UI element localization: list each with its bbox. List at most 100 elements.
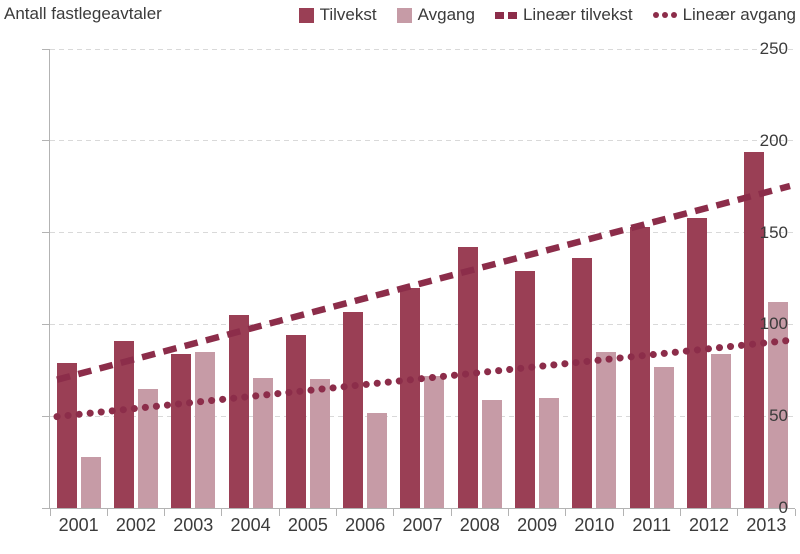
bar-avgang-2003 — [195, 351, 216, 508]
bar-tilvekst-2002 — [113, 340, 134, 508]
dashed-line-icon — [494, 11, 517, 19]
bar-tilvekst-2011 — [629, 227, 650, 508]
x-tick-3 — [221, 509, 223, 516]
bar-tilvekst-2008 — [457, 247, 478, 508]
gridline-200 — [50, 140, 795, 142]
bar-avgang-2009 — [539, 397, 560, 508]
x-axis-label-2006: 2006 — [345, 515, 386, 535]
legend-label-linear-tilvekst: Lineær tilvekst — [522, 5, 633, 24]
y-tick-150 — [42, 232, 49, 234]
legend-item-tilvekst: Tilvekst — [298, 5, 377, 25]
y-tick-0 — [42, 507, 49, 509]
x-axis-label-2007: 2007 — [402, 515, 443, 535]
bar-avgang-2007 — [424, 375, 445, 508]
legend-label-avgang: Avgang — [417, 5, 475, 24]
legend-label-linear-avgang: Lineær avgang — [682, 5, 796, 24]
bar-tilvekst-2012 — [687, 217, 708, 508]
x-tick-6 — [393, 509, 395, 516]
tilvekst-swatch-icon — [298, 7, 314, 23]
bar-tilvekst-2001 — [56, 362, 77, 508]
y-tick-200 — [42, 140, 49, 142]
bar-avgang-2010 — [596, 351, 617, 508]
bar-tilvekst-2013 — [744, 151, 765, 508]
gridline-150 — [50, 232, 795, 234]
x-axis-label-2001: 2001 — [58, 515, 99, 535]
y-axis-label-50: 50 — [769, 406, 788, 426]
bar-group-2003 — [165, 49, 222, 508]
bar-group-2005 — [279, 49, 336, 508]
x-tick-11 — [679, 509, 681, 516]
x-axis-label-2010: 2010 — [574, 515, 615, 535]
legend-item-avgang: Avgang — [396, 5, 475, 25]
bar-tilvekst-2009 — [515, 271, 536, 508]
bar-group-2004 — [222, 49, 279, 508]
legend-label-tilvekst: Tilvekst — [319, 5, 377, 24]
x-axis-label-2008: 2008 — [459, 515, 500, 535]
x-tick-8 — [507, 509, 509, 516]
x-tick-12 — [737, 509, 739, 516]
x-tick-1 — [106, 509, 108, 516]
gridline-250 — [50, 48, 795, 50]
x-axis-label-2009: 2009 — [517, 515, 558, 535]
bar-group-2002 — [107, 49, 164, 508]
bar-avgang-2006 — [367, 412, 388, 508]
bars-layer — [50, 49, 795, 508]
legend-item-linear-tilvekst: Lineær tilvekst — [494, 5, 633, 25]
x-tick-2 — [164, 509, 166, 516]
x-axis-label-2013: 2013 — [746, 515, 787, 535]
bar-avgang-2002 — [137, 388, 158, 508]
x-tick-0 — [49, 509, 51, 516]
bar-avgang-2011 — [653, 366, 674, 508]
x-axis-label-2005: 2005 — [287, 515, 328, 535]
bar-avgang-2005 — [309, 379, 330, 508]
y-axis-label-150: 150 — [759, 222, 788, 242]
bar-group-2012 — [680, 49, 737, 508]
bar-avgang-2013 — [768, 302, 789, 508]
x-axis — [49, 508, 795, 509]
y-tick-100 — [42, 323, 49, 325]
legend-item-linear-avgang: Lineær avgang — [652, 5, 796, 25]
bar-avgang-2012 — [711, 353, 732, 508]
y-tick-250 — [42, 48, 49, 50]
trendlines-layer — [53, 182, 794, 421]
bar-avgang-2001 — [80, 456, 101, 508]
gridline-100 — [50, 323, 795, 325]
bar-tilvekst-2010 — [572, 258, 593, 508]
x-tick-13 — [794, 509, 796, 516]
bar-group-2006 — [337, 49, 394, 508]
y-axis-label-0: 0 — [778, 498, 788, 517]
x-tick-9 — [565, 509, 567, 516]
y-tick-50 — [42, 415, 49, 417]
trend-line-tilvekst — [56, 182, 791, 383]
x-axis-label-2011: 2011 — [632, 515, 672, 535]
bar-group-2008 — [451, 49, 508, 508]
bar-group-2007 — [394, 49, 451, 508]
bar-tilvekst-2004 — [228, 315, 249, 508]
x-axis-label-2012: 2012 — [689, 515, 730, 535]
chart-title: Antall fastlegeavtaler — [4, 4, 162, 23]
bar-tilvekst-2003 — [171, 353, 192, 508]
bar-group-2001 — [50, 49, 107, 508]
plot-area — [42, 48, 796, 516]
bar-avgang-2008 — [481, 399, 502, 508]
dotted-line-icon — [652, 12, 677, 18]
gridline-50 — [50, 415, 795, 417]
x-tick-7 — [450, 509, 452, 516]
bar-avgang-2004 — [252, 377, 273, 508]
x-axis-label-2003: 2003 — [173, 515, 214, 535]
x-tick-10 — [622, 509, 624, 516]
bar-tilvekst-2006 — [343, 311, 364, 508]
bar-tilvekst-2007 — [400, 287, 421, 508]
x-tick-4 — [278, 509, 280, 516]
x-axis-label-2004: 2004 — [230, 515, 271, 535]
bar-group-2009 — [508, 49, 565, 508]
y-axis-label-100: 100 — [759, 314, 788, 334]
y-axis-label-200: 200 — [759, 130, 788, 150]
avgang-swatch-icon — [396, 7, 412, 23]
y-axis-label-250: 250 — [759, 39, 788, 58]
bar-tilvekst-2005 — [285, 335, 306, 508]
bar-group-2010 — [566, 49, 623, 508]
bar-group-2013 — [738, 49, 795, 508]
bar-group-2011 — [623, 49, 680, 508]
